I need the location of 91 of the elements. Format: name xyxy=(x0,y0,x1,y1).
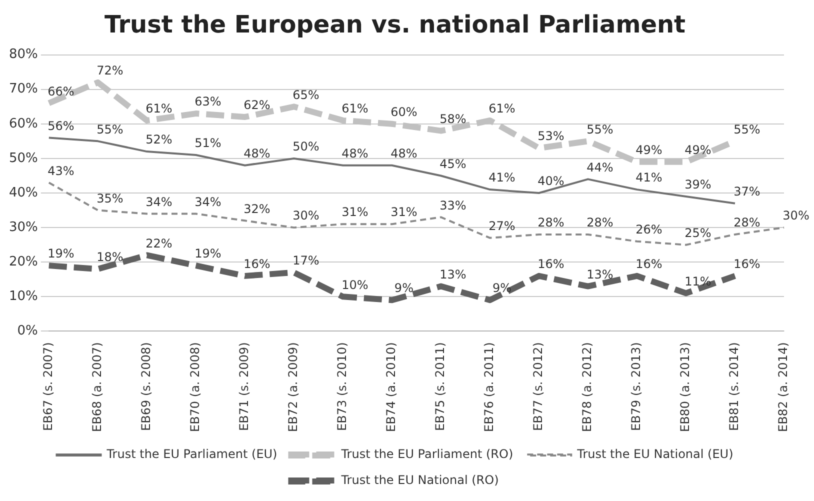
data-label: 11% xyxy=(684,274,712,288)
y-tick-label: 60% xyxy=(8,116,38,132)
data-label: 19% xyxy=(194,246,222,261)
x-tick-label: EB78 (a. 2012) xyxy=(580,342,594,432)
data-label: 49% xyxy=(636,143,662,158)
y-tick-label: 0% xyxy=(17,324,38,339)
data-label: 49% xyxy=(684,143,712,158)
data-label: 60% xyxy=(390,105,418,120)
data-label: 45% xyxy=(440,156,466,171)
data-label: 40% xyxy=(538,174,564,188)
data-label: 51% xyxy=(194,136,222,150)
y-tick-label: 10% xyxy=(8,289,38,304)
data-label: 48% xyxy=(342,146,368,160)
data-label: 9% xyxy=(394,281,414,296)
data-label: 32% xyxy=(244,202,270,216)
legend-label: Trust the EU National (RO) xyxy=(340,473,499,488)
data-label: 16% xyxy=(734,257,760,272)
data-label: 55% xyxy=(96,122,124,136)
data-label: 65% xyxy=(292,88,320,102)
data-label: 53% xyxy=(538,129,564,144)
data-label: 26% xyxy=(636,222,662,237)
data-label: 61% xyxy=(488,102,516,116)
data-label: 17% xyxy=(292,254,320,268)
data-label: 43% xyxy=(48,164,74,178)
data-label: 34% xyxy=(146,194,172,209)
x-tick-label: EB67 (s. 2007) xyxy=(41,342,56,431)
chart-title: Trust the European vs. national Parliament xyxy=(104,10,686,39)
legend-label: Trust the EU Parliament (EU) xyxy=(106,447,278,462)
data-label: 16% xyxy=(244,257,270,272)
data-label: 52% xyxy=(146,132,172,147)
data-label: 55% xyxy=(586,122,614,136)
x-tick-label: EB77 (s. 2012) xyxy=(531,342,546,431)
x-tick-label: EB81 (s. 2014) xyxy=(727,342,742,431)
data-label: 61% xyxy=(342,102,368,116)
data-label: 39% xyxy=(684,178,712,192)
data-label: 28% xyxy=(586,216,614,230)
x-tick-label: EB80 (a. 2013) xyxy=(678,342,692,432)
data-label: 16% xyxy=(538,257,564,272)
data-label: 30% xyxy=(292,208,320,223)
data-label: 44% xyxy=(586,160,614,174)
data-label: 13% xyxy=(586,267,614,282)
x-tick-label: EB76 (a. 2011) xyxy=(482,342,496,432)
data-label: 35% xyxy=(96,191,124,206)
x-tick-label: EB69 (s. 2008) xyxy=(139,342,154,431)
data-label: 28% xyxy=(734,216,760,230)
y-tick-label: 50% xyxy=(8,150,38,166)
y-tick-label: 80% xyxy=(8,47,38,62)
x-tick-label: EB73 (s. 2010) xyxy=(335,342,350,431)
data-label: 27% xyxy=(488,219,516,234)
x-tick-label: EB71 (s. 2009) xyxy=(237,342,252,431)
data-label: 66% xyxy=(48,84,74,98)
x-tick-label: EB70 (a. 2008) xyxy=(188,342,202,432)
data-label: 25% xyxy=(684,226,712,240)
data-label: 13% xyxy=(440,267,466,282)
x-tick-label: EB75 (s. 2011) xyxy=(433,342,448,431)
data-label: 18% xyxy=(96,250,124,264)
data-label: 41% xyxy=(488,170,516,185)
data-label: 48% xyxy=(244,146,270,160)
x-tick-label: EB68 (a. 2007) xyxy=(90,342,104,432)
data-label: 63% xyxy=(194,94,222,109)
data-label: 41% xyxy=(636,170,662,185)
y-tick-label: 20% xyxy=(8,254,38,270)
data-label: 10% xyxy=(342,278,368,292)
x-tick-label: EB82 (a. 2014) xyxy=(776,342,790,432)
data-label: 34% xyxy=(194,194,222,209)
data-label: 33% xyxy=(440,198,466,212)
data-label: 28% xyxy=(538,216,564,230)
x-tick-label: EB72 (a. 2009) xyxy=(286,342,300,432)
data-label: 72% xyxy=(96,64,124,78)
x-tick-label: EB74 (a. 2010) xyxy=(384,342,398,432)
y-tick-label: 30% xyxy=(8,220,38,235)
x-tick-label: EB79 (s. 2013) xyxy=(629,342,644,431)
legend-label: Trust the EU Parliament (RO) xyxy=(340,447,514,462)
data-label: 62% xyxy=(244,98,270,112)
data-label: 61% xyxy=(146,102,172,116)
y-tick-label: 40% xyxy=(8,185,38,200)
data-label: 37% xyxy=(734,184,760,198)
y-tick-label: 70% xyxy=(8,82,38,97)
data-label: 19% xyxy=(48,246,74,261)
data-label: 56% xyxy=(48,118,74,133)
data-label: 48% xyxy=(390,146,418,160)
data-label: 55% xyxy=(734,122,760,136)
data-label: 58% xyxy=(440,112,466,126)
data-label: 9% xyxy=(492,281,512,296)
legend-label: Trust the EU National (EU) xyxy=(576,447,734,462)
data-label: 50% xyxy=(292,140,320,154)
data-label: 31% xyxy=(342,205,368,220)
data-label: 30% xyxy=(782,208,810,223)
data-label: 16% xyxy=(636,257,662,272)
data-label: 22% xyxy=(146,236,172,250)
data-label: 31% xyxy=(390,205,418,220)
